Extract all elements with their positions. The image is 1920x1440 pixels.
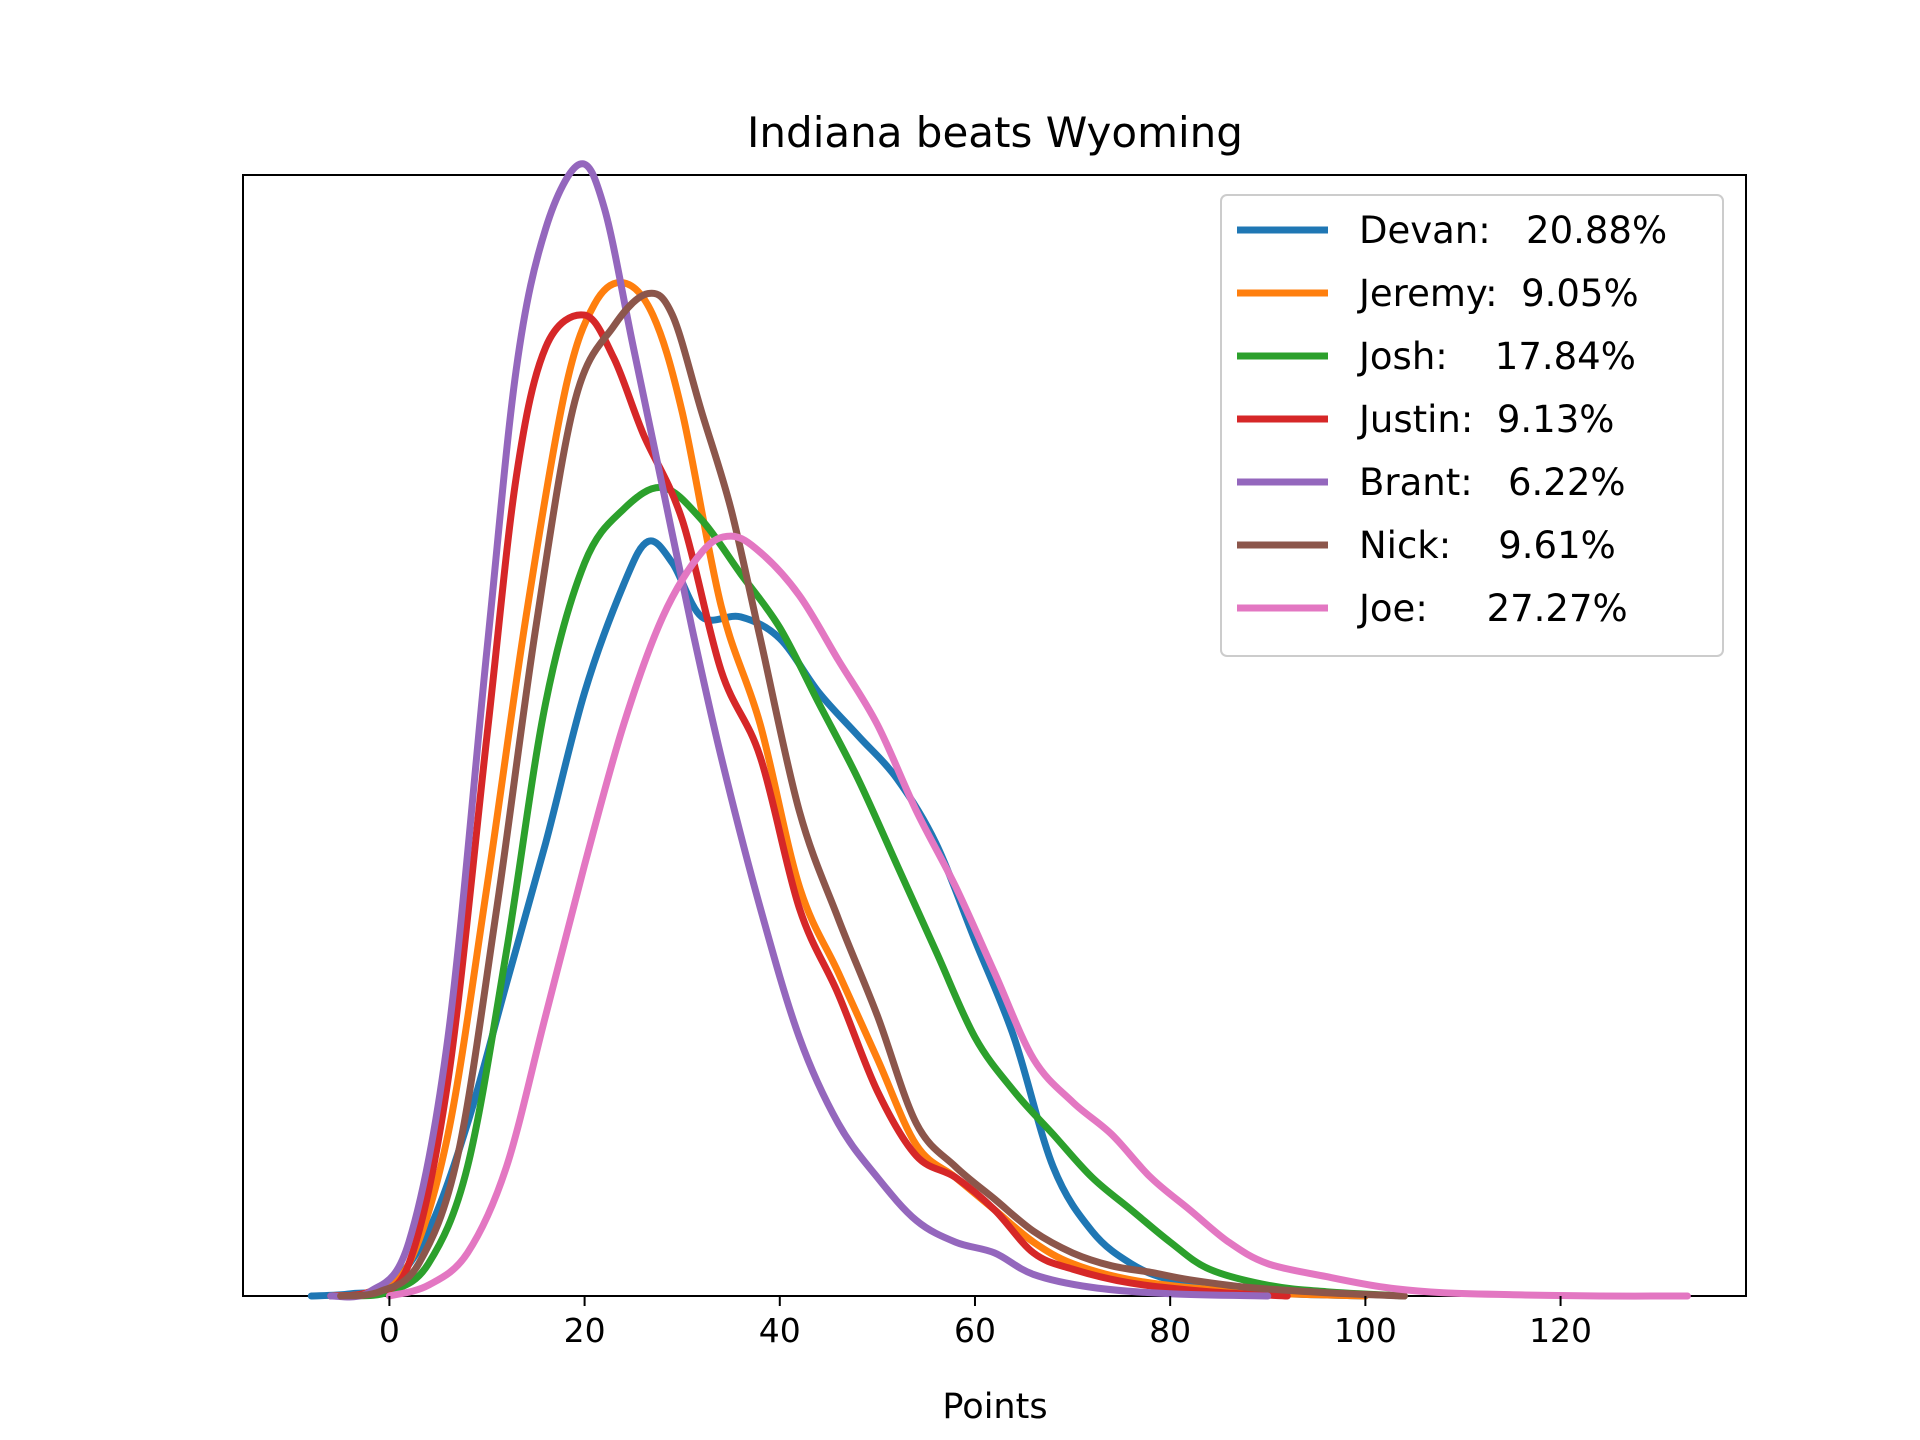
series-line-2 (346, 483, 1408, 1300)
legend-entry-label: Nick: 9.61% (1359, 524, 1616, 567)
x-tick-label: 40 (759, 1311, 801, 1350)
legend-entry-label: Joe: 27.27% (1357, 587, 1628, 630)
legend-entry-label: Justin: 9.13% (1357, 398, 1614, 441)
chart-title: Indiana beats Wyoming (747, 108, 1243, 157)
x-axis: 0 20 40 60 80 100 120 (379, 1296, 1592, 1350)
series-line-6 (385, 532, 1691, 1300)
legend: Devan: 20.88% Jeremy: 9.05% Josh: 17.84% Ju… (1220, 194, 1724, 657)
x-tick-label: 60 (954, 1311, 996, 1350)
series-line-5 (337, 289, 1408, 1300)
x-tick-label: 100 (1334, 1311, 1397, 1350)
series-line-1 (327, 278, 1369, 1300)
legend-entry-label: Devan: 20.88% (1359, 209, 1667, 252)
legend-entry-label: Josh: 17.84% (1357, 335, 1636, 378)
x-axis-label: Points (942, 1387, 1047, 1427)
legend-entry-label: Jeremy: 9.05% (1357, 272, 1639, 315)
x-tick-label: 20 (564, 1311, 606, 1350)
series-layer (307, 160, 1691, 1301)
series-line-0 (307, 537, 1369, 1300)
plot-area-frame (242, 174, 1747, 1297)
x-tick-label: 0 (379, 1311, 400, 1350)
series-line-4 (327, 160, 1272, 1301)
legend-box (1220, 194, 1724, 657)
x-tick-label: 120 (1529, 1311, 1592, 1350)
series-line-3 (327, 311, 1291, 1300)
x-tick-label: 80 (1149, 1311, 1191, 1350)
legend-entry-label: Brant: 6.22% (1359, 461, 1626, 504)
